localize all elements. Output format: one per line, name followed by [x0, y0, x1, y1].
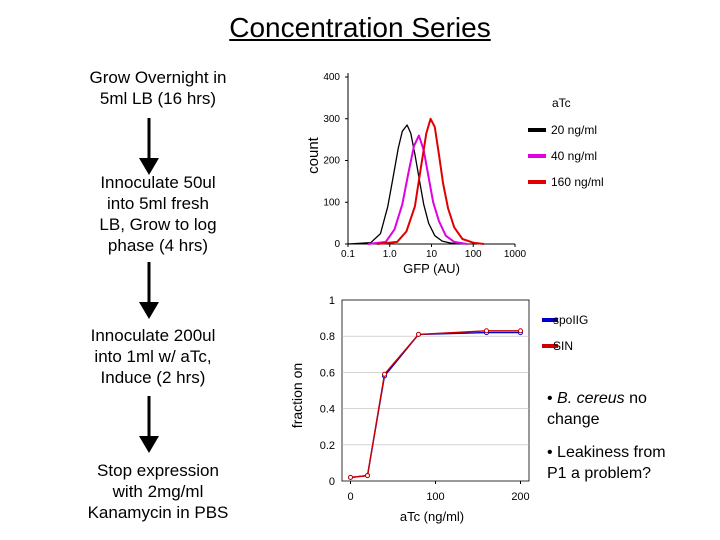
step-3-line-1: Innoculate 200ul: [90, 326, 216, 345]
series-line-20-ng-ml: [347, 124, 465, 245]
y-tick-label: 0.4: [320, 404, 335, 416]
y-axis-title: fraction on: [289, 363, 305, 428]
data-point-sin: [348, 474, 353, 480]
down-arrow-icon: [137, 262, 161, 320]
legend-label: 20 ng/ml: [551, 123, 597, 137]
y-tick-label: 300: [323, 114, 340, 125]
y-tick-label: 100: [323, 197, 340, 208]
note-bcereus: • B. cereus no change: [547, 388, 647, 430]
x-tick-label: 100: [426, 491, 444, 503]
note-bcereus-line-2: change: [547, 411, 600, 428]
step-4-line-2: with 2mg/ml: [112, 482, 204, 501]
y-tick-label: 200: [323, 156, 340, 167]
x-tick-label: 100: [465, 249, 482, 260]
step-2-text: Innoculate 50ul into 5ml fresh LB, Grow …: [58, 172, 258, 256]
note-leakiness-line-1: • Leakiness from: [547, 444, 666, 461]
legend-label: spoIIG: [553, 313, 588, 327]
x-axis-title: aTc (ng/ml): [400, 509, 464, 524]
step-2-line-1: Innoculate 50ul: [100, 173, 216, 192]
gfp-histogram-chart: 0 100 200 300 400 0.1 1.0 10 100 1000 GFP (AU) coun…: [305, 72, 604, 276]
step-4-line-3: Kanamycin in PBS: [87, 503, 229, 522]
y-tick-label: 0: [329, 476, 335, 488]
x-tick-label: 1.0: [383, 249, 397, 260]
x-axis-title: GFP (AU): [403, 261, 460, 276]
step-1-line-1: Grow Overnight in: [89, 68, 227, 87]
plot-frame: [341, 299, 530, 482]
y-tick-label: 1: [329, 295, 335, 307]
x-tick-label: 0.1: [341, 249, 355, 260]
step-2-line-2: into 5ml fresh: [106, 194, 210, 213]
legend-label: 160 ng/ml: [551, 175, 604, 189]
note-leakiness-line-2: P1 a problem?: [547, 465, 652, 482]
step-3-text: Innoculate 200ul into 1ml w/ aTc, Induce…: [53, 325, 253, 388]
note-bullet: •: [547, 390, 558, 407]
step-4-text: Stop expression with 2mg/ml Kanamycin in…: [58, 460, 258, 523]
legend-label: SIN: [553, 339, 573, 353]
x-tick-label: 10: [426, 249, 438, 260]
note-bcereus-line-1: • B. cereus no: [547, 388, 647, 409]
data-point-sin: [518, 328, 523, 334]
y-tick-label: 0.8: [320, 331, 335, 343]
step-1-line-2: 5ml LB (16 hrs): [99, 89, 217, 108]
fraction-on-chart: 0 0.2 0.4 0.6 0.8 1 0 100 200 aTc (ng/ml) fraction…: [289, 295, 588, 524]
step-2-line-4: phase (4 hrs): [107, 236, 209, 255]
x-tick-label: 1000: [504, 249, 527, 260]
y-tick-label: 0: [334, 239, 340, 250]
down-arrow-icon: [137, 118, 161, 176]
step-2-line-3: LB, Grow to log: [99, 215, 217, 234]
x-tick-label: 0: [347, 491, 353, 503]
step-3-line-3: Induce (2 hrs): [100, 368, 206, 387]
down-arrow-icon: [137, 396, 161, 454]
step-4-line-1: Stop expression: [97, 461, 219, 480]
x-tick-label: 200: [511, 491, 529, 503]
y-tick-label: 0.6: [320, 367, 335, 379]
series-line-spoiig: [350, 331, 521, 479]
note-species: B. cereus: [557, 390, 625, 407]
data-point-sin: [365, 473, 370, 479]
step-3-line-2: into 1ml w/ aTc,: [94, 347, 212, 366]
data-point-sin: [382, 371, 387, 377]
data-point-sin: [484, 328, 489, 334]
legend-label: 40 ng/ml: [551, 149, 597, 163]
slide-title: Concentration Series: [229, 12, 491, 43]
series-line-sin: [350, 330, 521, 479]
step-1-text: Grow Overnight in 5ml LB (16 hrs): [58, 67, 258, 109]
data-point-sin: [416, 331, 421, 337]
series-line-40-ng-ml: [367, 134, 467, 245]
note-text: no: [624, 390, 647, 407]
y-tick-label: 0.2: [320, 440, 335, 452]
series-line-160-ng-ml: [377, 117, 485, 245]
note-leakiness: • Leakiness from P1 a problem?: [547, 442, 666, 484]
y-axis-title: count: [305, 136, 322, 174]
legend-title: aTc: [552, 96, 571, 110]
y-tick-label: 400: [323, 72, 340, 83]
